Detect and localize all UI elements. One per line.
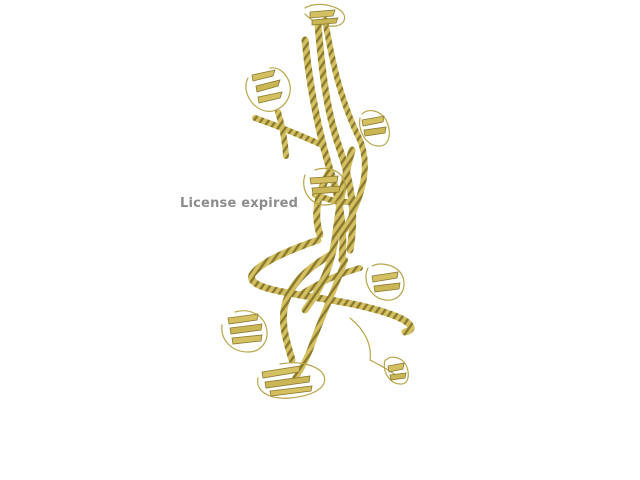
domain-bottom <box>257 362 326 399</box>
license-expired-watermark: License expired <box>180 196 299 211</box>
helix-lower-loop <box>248 236 415 381</box>
domain-upper-right <box>359 110 390 147</box>
domain-lower-left <box>221 310 268 353</box>
domain-center <box>303 167 346 206</box>
domain-lower-right <box>349 317 409 385</box>
domain-top <box>304 3 346 27</box>
domain-mid-right <box>365 263 405 301</box>
helix-upper-left-branch <box>252 109 325 159</box>
domain-upper-left <box>245 67 291 112</box>
